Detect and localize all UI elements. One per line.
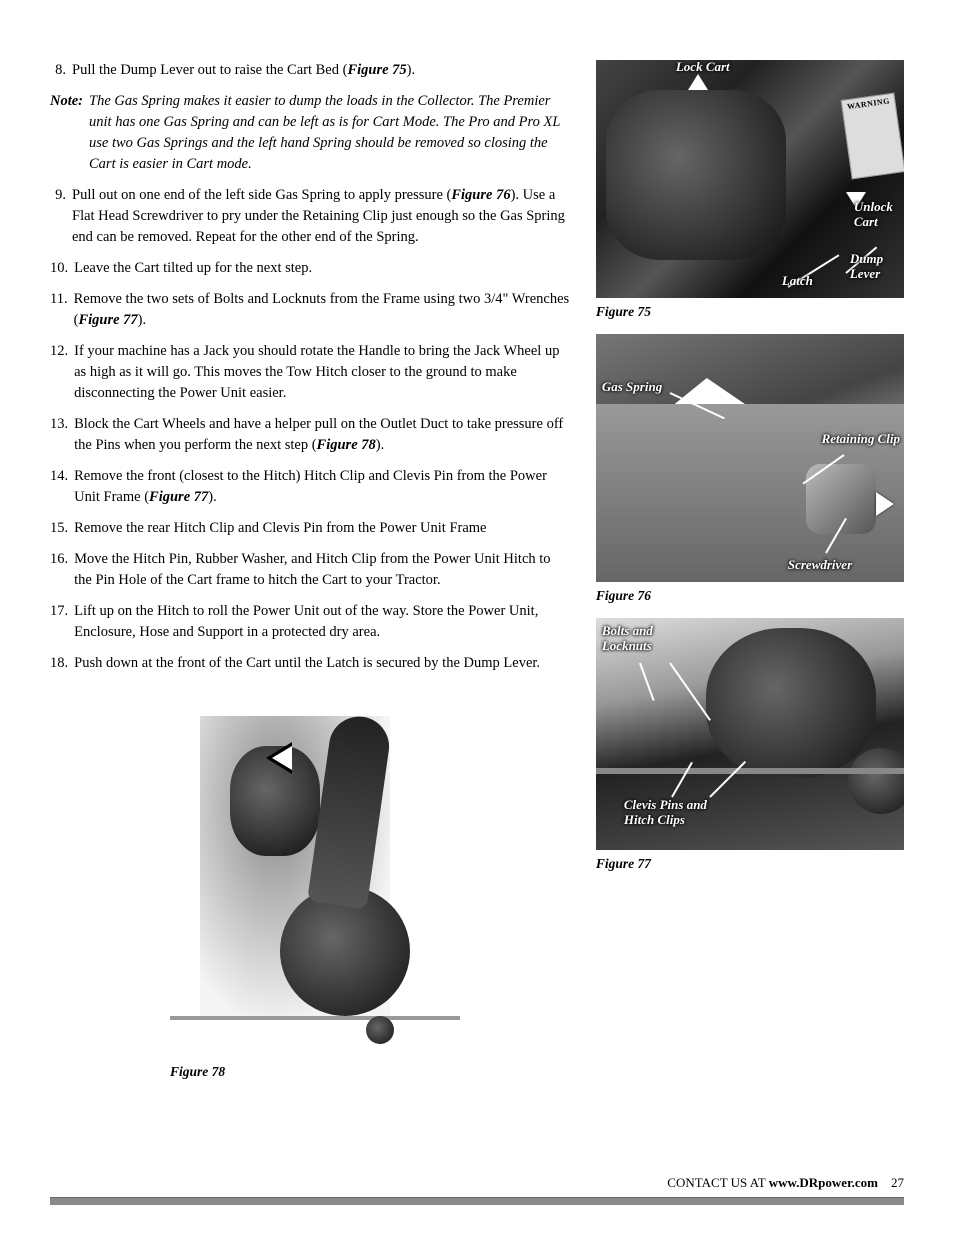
step-number: 11.: [50, 289, 74, 331]
warning-sticker: WARNING: [841, 93, 904, 180]
footer-text: CONTACT US AT www.DRpower.com 27: [50, 1175, 904, 1191]
figure-77-caption: Figure 77: [596, 856, 904, 872]
label-dump-lever: Dump Lever: [850, 252, 900, 282]
note-block: Note:The Gas Spring makes it easier to d…: [50, 91, 572, 175]
note-text: The Gas Spring makes it easier to dump t…: [89, 91, 572, 175]
note-label: Note:: [50, 91, 89, 175]
step-item: 9.Pull out on one end of the left side G…: [50, 185, 572, 248]
label-gas-spring: Gas Spring: [602, 380, 662, 395]
page-footer: CONTACT US AT www.DRpower.com 27: [50, 1175, 904, 1205]
step-number: 18.: [50, 653, 74, 674]
manual-page: 8.Pull the Dump Lever out to raise the C…: [0, 0, 954, 1235]
step-number: 10.: [50, 258, 74, 279]
label-retaining-clip: Retaining Clip: [822, 432, 900, 447]
step-number: 9.: [50, 185, 72, 248]
step-number: 16.: [50, 549, 74, 591]
label-clevis-hitch: Clevis Pins and Hitch Clips: [624, 798, 734, 828]
steps-list: 8.Pull the Dump Lever out to raise the C…: [50, 60, 572, 674]
footer-page-number: 27: [891, 1175, 904, 1190]
figure-77-image: Bolts and Locknuts Clevis Pins and Hitch…: [596, 618, 904, 850]
figure-76-caption: Figure 76: [596, 588, 904, 604]
step-text: Remove the rear Hitch Clip and Clevis Pi…: [74, 518, 572, 539]
figure-reference: Figure 75: [347, 62, 406, 78]
figure-75-block: WARNING Lock Cart Unlock Cart Dump Lever…: [596, 60, 904, 320]
step-number: 17.: [50, 601, 74, 643]
label-latch: Latch: [782, 274, 813, 289]
step-item: 12.If your machine has a Jack you should…: [50, 341, 572, 404]
step-text: If your machine has a Jack you should ro…: [74, 341, 572, 404]
figure-78-image: [170, 686, 460, 1056]
footer-prefix: CONTACT US AT: [667, 1175, 768, 1190]
figure-reference: Figure 76: [451, 187, 510, 203]
step-text: Remove the front (closest to the Hitch) …: [74, 466, 572, 508]
step-text: Lift up on the Hitch to roll the Power U…: [74, 601, 572, 643]
step-item: 11.Remove the two sets of Bolts and Lock…: [50, 289, 572, 331]
step-item: 16.Move the Hitch Pin, Rubber Washer, an…: [50, 549, 572, 591]
step-text: Remove the two sets of Bolts and Locknut…: [74, 289, 572, 331]
figure-76-block: Gas Spring Retaining Clip Screwdriver Fi…: [596, 334, 904, 604]
figure-reference: Figure 78: [317, 437, 376, 453]
step-number: 8.: [50, 60, 72, 81]
figure-76-image: Gas Spring Retaining Clip Screwdriver: [596, 334, 904, 582]
figure-78-block: Figure 78: [170, 686, 460, 1082]
step-text: Pull the Dump Lever out to raise the Car…: [72, 60, 572, 81]
step-text: Leave the Cart tilted up for the next st…: [74, 258, 572, 279]
step-item: 18.Push down at the front of the Cart un…: [50, 653, 572, 674]
figure-reference: Figure 77: [78, 312, 137, 328]
step-item: 17.Lift up on the Hitch to roll the Powe…: [50, 601, 572, 643]
figure-75-image: WARNING Lock Cart Unlock Cart Dump Lever…: [596, 60, 904, 298]
step-text: Pull out on one end of the left side Gas…: [72, 185, 572, 248]
step-number: 12.: [50, 341, 74, 404]
left-column: 8.Pull the Dump Lever out to raise the C…: [50, 60, 572, 1082]
step-item: 14.Remove the front (closest to the Hitc…: [50, 466, 572, 508]
label-screwdriver: Screwdriver: [788, 558, 852, 573]
figure-78-caption: Figure 78: [170, 1062, 460, 1082]
step-item: 8.Pull the Dump Lever out to raise the C…: [50, 60, 572, 81]
content-columns: 8.Pull the Dump Lever out to raise the C…: [50, 60, 904, 1082]
step-item: 10.Leave the Cart tilted up for the next…: [50, 258, 572, 279]
step-number: 15.: [50, 518, 74, 539]
right-column: WARNING Lock Cart Unlock Cart Dump Lever…: [596, 60, 904, 1082]
step-text: Push down at the front of the Cart until…: [74, 653, 572, 674]
label-unlock-cart: Unlock Cart: [854, 200, 904, 230]
footer-url: www.DRpower.com: [769, 1175, 878, 1190]
figure-reference: Figure 77: [149, 489, 208, 505]
step-number: 13.: [50, 414, 74, 456]
step-item: 15.Remove the rear Hitch Clip and Clevis…: [50, 518, 572, 539]
label-lock-cart: Lock Cart: [676, 60, 730, 75]
step-number: 14.: [50, 466, 74, 508]
figure-75-caption: Figure 75: [596, 304, 904, 320]
step-text: Move the Hitch Pin, Rubber Washer, and H…: [74, 549, 572, 591]
label-bolts-locknuts: Bolts and Locknuts: [602, 624, 672, 654]
step-text: Block the Cart Wheels and have a helper …: [74, 414, 572, 456]
figure-77-block: Bolts and Locknuts Clevis Pins and Hitch…: [596, 618, 904, 872]
step-item: 13.Block the Cart Wheels and have a help…: [50, 414, 572, 456]
footer-bar: [50, 1197, 904, 1205]
